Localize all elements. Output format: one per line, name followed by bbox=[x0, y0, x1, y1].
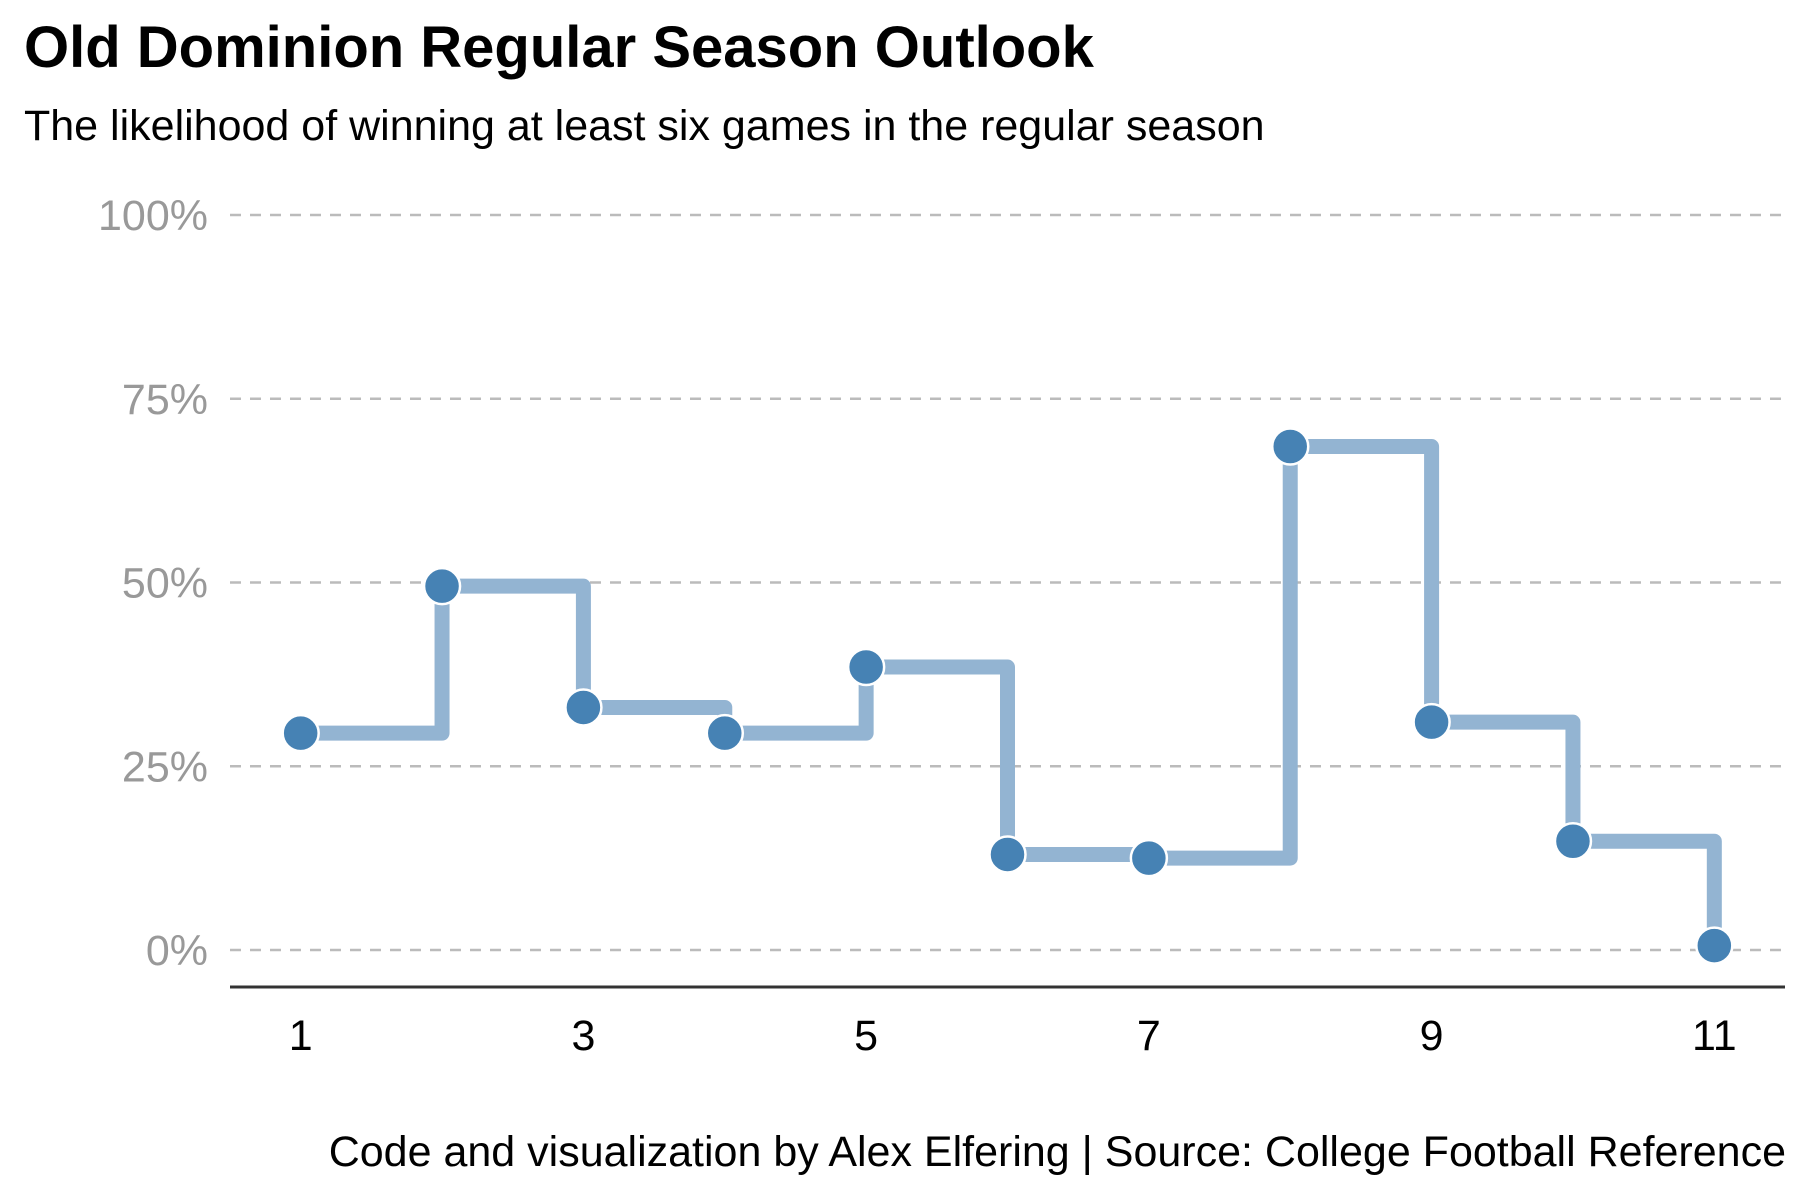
data-point bbox=[1553, 821, 1593, 861]
y-tick-label: 75% bbox=[122, 376, 208, 424]
x-tick-label: 9 bbox=[1420, 1012, 1444, 1060]
chart-subtitle: The likelihood of winning at least six g… bbox=[24, 102, 1265, 150]
data-point bbox=[846, 647, 886, 687]
y-tick-labels: 0% 25% 50% 75% 100% bbox=[98, 192, 208, 975]
x-tick-label: 3 bbox=[571, 1012, 595, 1060]
y-tick-label: 25% bbox=[122, 743, 208, 791]
y-tick-label: 100% bbox=[98, 192, 208, 240]
data-point bbox=[1695, 926, 1734, 965]
chart-caption: Code and visualization by Alex Elfering … bbox=[328, 1128, 1786, 1176]
x-tick-label: 11 bbox=[1692, 1012, 1737, 1060]
y-tick-label: 50% bbox=[122, 560, 208, 608]
data-point bbox=[1129, 838, 1169, 878]
x-tick-label: 1 bbox=[289, 1012, 313, 1060]
x-tick-labels: 1 3 5 7 9 11 bbox=[289, 1012, 1737, 1060]
data-point bbox=[988, 835, 1027, 874]
data-point bbox=[422, 566, 462, 606]
y-tick-label: 0% bbox=[146, 927, 208, 975]
data-point bbox=[281, 713, 320, 753]
x-tick-label: 7 bbox=[1137, 1012, 1161, 1060]
x-tick-label: 5 bbox=[854, 1012, 878, 1060]
data-point bbox=[1270, 427, 1310, 466]
chart-title: Old Dominion Regular Season Outlook bbox=[24, 15, 1094, 80]
data-point bbox=[1412, 702, 1451, 742]
data-points bbox=[281, 427, 1734, 965]
data-point bbox=[705, 713, 745, 753]
data-point bbox=[564, 688, 603, 727]
